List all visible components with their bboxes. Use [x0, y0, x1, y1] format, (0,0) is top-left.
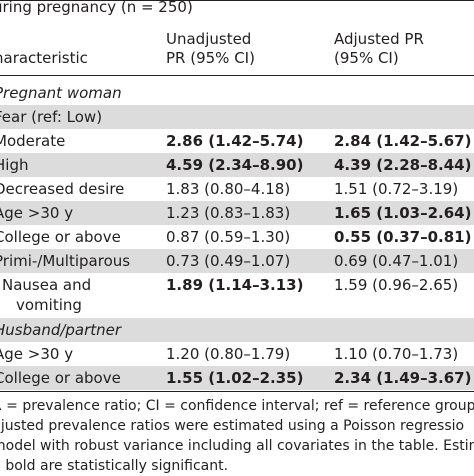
row-adjusted-value: 4.39 (2.28–8.44): [334, 156, 472, 174]
row-label: Age >30 y: [0, 345, 74, 363]
footnote-method-line2: model with robust variance including all…: [0, 438, 474, 454]
row-unadjusted-value: 1.83 (0.80–4.18): [166, 180, 291, 198]
table-row: College or above 0.87 (0.59–1.30) 0.55 (…: [0, 225, 474, 249]
row-adjusted-value: 1.59 (0.96–2.65): [334, 276, 459, 294]
table-row: Nausea and vomiting 1.89 (1.14–3.13) 1.5…: [0, 273, 474, 317]
row-adjusted-value: 1.51 (0.72–3.19): [334, 180, 459, 198]
row-section-label: Husband/partner: [0, 321, 122, 339]
table-row: Decreased desire 1.83 (0.80–4.18) 1.51 (…: [0, 177, 474, 201]
table-row: Primi-/Multiparous 0.73 (0.49–1.07) 0.69…: [0, 249, 474, 273]
row-adjusted-value: 1.10 (0.70–1.73): [334, 345, 459, 363]
table-row: Age >30 y 1.20 (0.80–1.79) 1.10 (0.70–1.…: [0, 342, 474, 366]
header-unadjusted-line1: Unadjusted: [166, 30, 252, 48]
row-label: Fear (ref: Low): [0, 108, 103, 126]
header-adjusted-line2: (95% CI): [334, 49, 399, 67]
table-row: College or above 1.55 (1.02–2.35) 2.34 (…: [0, 366, 474, 390]
row-adjusted-value: 0.55 (0.37–0.81): [334, 228, 472, 246]
table-row: Age >30 y 1.23 (0.83–1.83) 1.65 (1.03–2.…: [0, 201, 474, 225]
table-row: Fear (ref: Low): [0, 105, 474, 129]
row-label: Nausea and vomiting: [2, 275, 91, 315]
row-label: Decreased desire: [0, 180, 125, 198]
header-unadjusted: Unadjusted PR (95% CI): [166, 30, 255, 84]
table-row: Husband/partner: [0, 318, 474, 342]
row-adjusted-value: 2.84 (1.42–5.67): [334, 132, 472, 150]
header-unadjusted-line2: PR (95% CI): [166, 49, 255, 67]
table-title: uring pregnancy (n = 250): [0, 0, 474, 17]
header-adjusted: Adjusted PR (95% CI): [334, 30, 424, 84]
row-section-label: Pregnant woman: [0, 84, 122, 102]
row-unadjusted-value: 0.87 (0.59–1.30): [166, 228, 291, 246]
footnote-method-line3: n bold are statistically significant.: [0, 458, 229, 474]
row-unadjusted-value: 2.86 (1.42–5.74): [166, 132, 304, 150]
header-adjusted-line1: Adjusted PR: [334, 30, 424, 48]
row-adjusted-value: 1.65 (1.03–2.64): [334, 204, 472, 222]
table-title-text: uring pregnancy (n = 250): [0, 0, 193, 16]
footnote-method-line1: djusted prevalence ratios were estimated…: [0, 418, 465, 434]
bottom-rule: [0, 391, 474, 392]
row-unadjusted-value: 4.59 (2.34–8.90): [166, 156, 304, 174]
header-characteristic-label: haracteristic: [0, 49, 88, 67]
top-rule: [0, 0, 474, 1]
row-unadjusted-value: 1.20 (0.80–1.79): [166, 345, 291, 363]
row-label: Moderate: [0, 132, 66, 150]
table-row: Moderate 2.86 (1.42–5.74) 2.84 (1.42–5.6…: [0, 129, 474, 153]
table-row: Pregnant woman: [0, 81, 474, 105]
row-label: College or above: [0, 369, 121, 387]
row-unadjusted-value: 1.55 (1.02–2.35): [166, 369, 304, 387]
row-adjusted-value: 0.69 (0.47–1.01): [334, 252, 459, 270]
row-label: Age >30 y: [0, 204, 74, 222]
row-label-line1: Nausea and: [2, 276, 92, 294]
row-unadjusted-value: 1.23 (0.83–1.83): [166, 204, 291, 222]
row-label-line2: vomiting: [16, 296, 82, 314]
row-label: Primi-/Multiparous: [0, 252, 131, 270]
table-row: High 4.59 (2.34–8.90) 4.39 (2.28–8.44): [0, 153, 474, 177]
row-unadjusted-value: 1.89 (1.14–3.13): [166, 276, 304, 294]
header-rule: [0, 75, 474, 76]
row-adjusted-value: 2.34 (1.49–3.67): [334, 369, 472, 387]
footnote-abbreviations: R = prevalence ratio; CI = confidence in…: [0, 398, 474, 414]
row-unadjusted-value: 0.73 (0.49–1.07): [166, 252, 291, 270]
row-label: High: [0, 156, 29, 174]
header-characteristic: haracteristic: [0, 49, 88, 103]
row-label: College or above: [0, 228, 121, 246]
